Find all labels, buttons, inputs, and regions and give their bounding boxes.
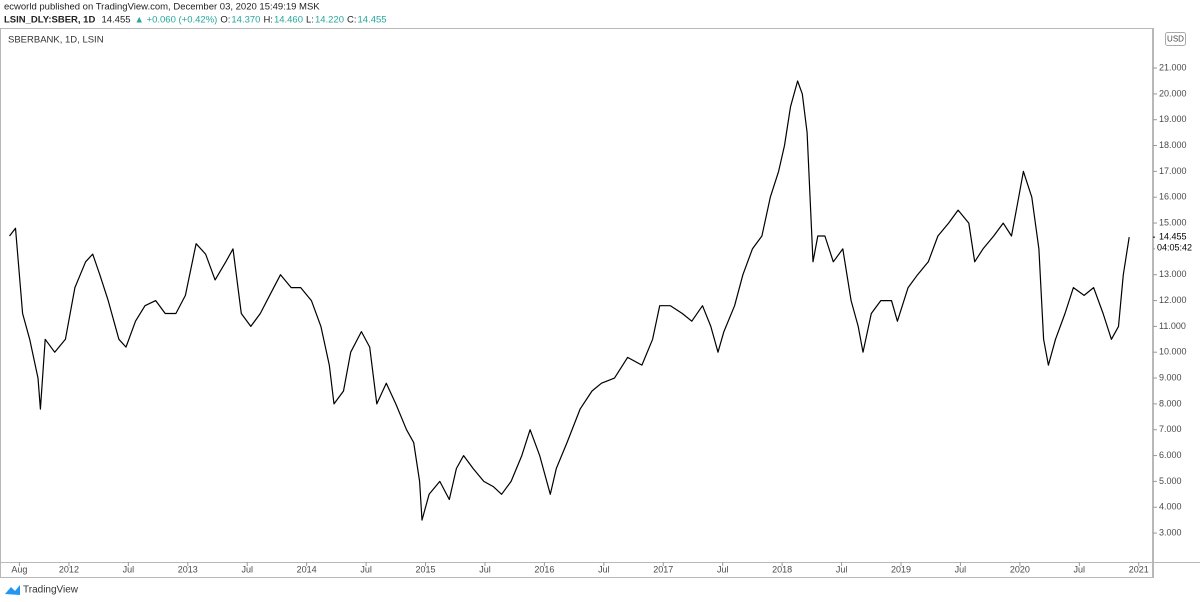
- x-tick-label: Jul: [836, 564, 848, 574]
- y-tick-label: 19.000: [1159, 114, 1187, 124]
- y-tick-label: 11.000: [1159, 321, 1186, 331]
- x-tick-label: 2013: [178, 564, 198, 574]
- ohlc-value: 14.455: [358, 15, 387, 26]
- y-tick-label: 13.000: [1159, 269, 1187, 279]
- author-line: ecworld published on TradingView.com, De…: [4, 2, 320, 13]
- last-price-label: 14.455: [1159, 232, 1187, 242]
- symbol-line: LSIN_DLY:SBER, 1D 14.455 ▲ +0.060 (+0.42%…: [4, 15, 387, 26]
- y-tick-label: 18.000: [1159, 140, 1187, 150]
- ohlc-label: O:: [220, 15, 230, 26]
- footer-logo: [5, 585, 20, 595]
- x-tick-label: Jul: [241, 564, 253, 574]
- chart-title: SBERBANK, 1D, LSIN: [8, 35, 104, 46]
- x-tick-label: Jul: [479, 564, 491, 574]
- y-tick-label: 8.000: [1159, 398, 1182, 408]
- y-tick-label: 7.000: [1159, 424, 1182, 434]
- y-tick-label: 20.000: [1159, 88, 1187, 98]
- plot-frame: [0, 28, 1153, 578]
- x-tick-label: Jul: [717, 564, 729, 574]
- x-tick-label: Jul: [1074, 564, 1086, 574]
- ohlc-label: C:: [347, 15, 357, 26]
- x-tick-label: 2015: [416, 564, 436, 574]
- y-tick-label: 10.000: [1159, 347, 1187, 357]
- price-change: ▲ +0.060 (+0.42%): [135, 15, 218, 26]
- x-tick-label: 2019: [891, 564, 911, 574]
- price-line: [9, 80, 1130, 521]
- x-tick-label: 2012: [59, 564, 79, 574]
- price: 14.455: [101, 15, 130, 26]
- ohlc-value: 14.370: [231, 15, 260, 26]
- ohlc-value: 14.460: [274, 15, 303, 26]
- x-tick-label: Jul: [598, 564, 610, 574]
- y-tick-label: 3.000: [1159, 527, 1182, 537]
- x-tick-label: 2017: [653, 564, 673, 574]
- y-tick-label: 17.000: [1159, 166, 1187, 176]
- y-tick-label: 9.000: [1159, 372, 1182, 382]
- y-tick-label: 6.000: [1159, 450, 1182, 460]
- y-tick-label: 12.000: [1159, 295, 1187, 305]
- x-tick-label: Aug: [11, 564, 27, 574]
- x-tick-label: Jul: [955, 564, 967, 574]
- ohlc-label: L:: [306, 15, 314, 26]
- countdown: 04:05:42: [1157, 243, 1192, 253]
- y-tick-label: 5.000: [1159, 476, 1182, 486]
- x-tick-label: 2016: [534, 564, 554, 574]
- x-tick-label: 2014: [297, 564, 317, 574]
- x-tick-label: 2021: [1129, 564, 1149, 574]
- x-tick-label: Jul: [360, 564, 372, 574]
- x-tick-label: 2018: [772, 564, 792, 574]
- y-tick-label: 16.000: [1159, 192, 1187, 202]
- last-price-box: [1155, 231, 1199, 254]
- x-tick-label: Jul: [123, 564, 135, 574]
- footer-brand: TradingView: [23, 585, 79, 596]
- y-tick-label: 15.000: [1159, 217, 1187, 227]
- y-tick-label: 4.000: [1159, 502, 1182, 512]
- y-tick-label: 21.000: [1159, 62, 1187, 72]
- symbol: LSIN_DLY:SBER, 1D: [4, 15, 95, 26]
- currency: USD: [1167, 35, 1184, 44]
- ohlc-value: 14.220: [315, 15, 344, 26]
- ohlc-label: H:: [263, 15, 273, 26]
- x-tick-label: 2020: [1010, 564, 1030, 574]
- currency-box: [1165, 32, 1186, 46]
